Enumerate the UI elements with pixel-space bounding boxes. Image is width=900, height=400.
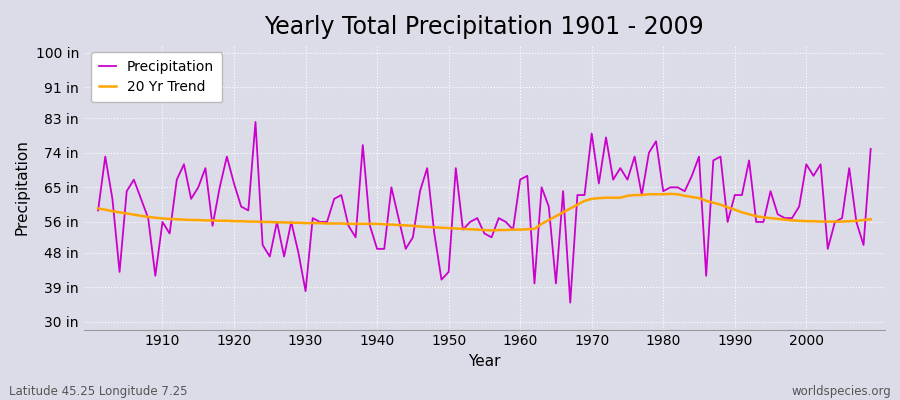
Precipitation [93,208,104,213]
20 Yr Trend [486,228,497,233]
Precipitation [357,143,368,148]
Precipitation [522,174,533,178]
Y-axis label: Precipitation: Precipitation [15,140,30,235]
Precipitation [615,166,626,170]
Precipitation [565,300,576,305]
Title: Yearly Total Precipitation 1901 - 2009: Yearly Total Precipitation 1901 - 2009 [265,15,704,39]
Legend: Precipitation, 20 Yr Trend: Precipitation, 20 Yr Trend [91,52,222,102]
Text: worldspecies.org: worldspecies.org [791,385,891,398]
20 Yr Trend [865,217,876,222]
Precipitation [250,120,261,124]
20 Yr Trend [350,222,361,226]
X-axis label: Year: Year [468,354,500,369]
Line: Precipitation: Precipitation [98,122,870,303]
20 Yr Trend [307,221,318,226]
20 Yr Trend [150,215,161,220]
20 Yr Trend [665,192,676,196]
20 Yr Trend [608,195,618,200]
Precipitation [314,220,325,224]
Precipitation [865,146,876,151]
Precipitation [150,273,161,278]
20 Yr Trend [515,227,526,232]
Precipitation [515,177,526,182]
Text: Latitude 45.25 Longitude 7.25: Latitude 45.25 Longitude 7.25 [9,385,187,398]
20 Yr Trend [93,206,104,211]
20 Yr Trend [522,227,533,232]
Line: 20 Yr Trend: 20 Yr Trend [98,194,870,230]
